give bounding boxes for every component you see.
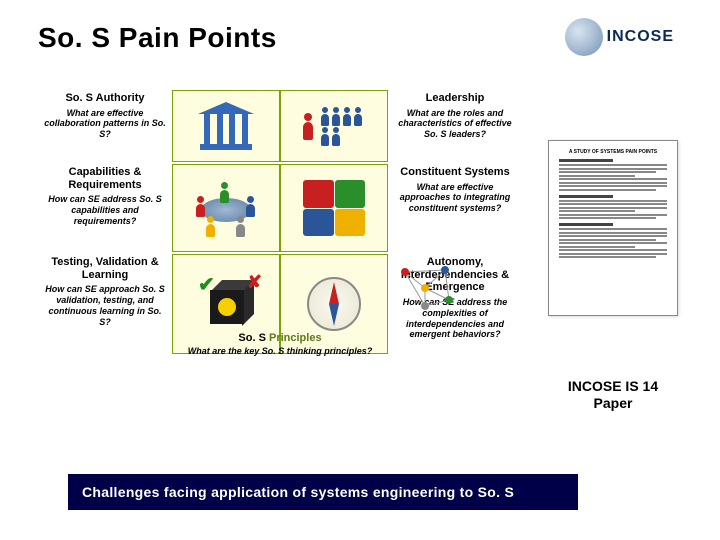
logo-text: INCOSE: [607, 28, 674, 46]
leadership-title: Leadership: [394, 92, 516, 105]
pain-points-diagram: So. S Authority What are effective colla…: [40, 90, 520, 356]
testing-title: Testing, Validation & Learning: [44, 256, 166, 281]
paper-mini-title: A STUDY OF SYSTEMS PAIN POINTS: [559, 149, 667, 155]
capabilities-icon-cell: [172, 164, 280, 252]
page-title: So. S Pain Points: [38, 22, 277, 54]
constituent-text: Constituent Systems What are effective a…: [388, 164, 520, 252]
incose-logo: INCOSE: [565, 18, 674, 56]
principles-title: So. S Principles: [238, 332, 321, 344]
autonomy-title: Autonomy, Interdependencies & Emergence: [394, 256, 516, 294]
diagram-row-1: So. S Authority What are effective colla…: [40, 90, 520, 162]
paper-thumbnail: A STUDY OF SYSTEMS PAIN POINTS: [548, 140, 678, 316]
diagram-row-bottom: So. S Principles What are the key So. S …: [40, 312, 520, 356]
leadership-icon-cell: [280, 90, 388, 162]
meeting-table-icon: [191, 180, 261, 236]
authority-question: What are effective collaboration pattern…: [44, 108, 166, 140]
diagram-row-2: Capabilities & Requirements How can SE a…: [40, 164, 520, 252]
constituent-title: Constituent Systems: [394, 166, 516, 179]
leader-icon: [294, 100, 374, 152]
puzzle-icon: [303, 180, 365, 236]
paper-label: INCOSE IS 14 Paper: [548, 378, 678, 412]
principles-cell: So. S Principles What are the key So. S …: [172, 312, 388, 356]
leadership-question: What are the roles and characteristics o…: [394, 108, 516, 140]
authority-text: So. S Authority What are effective colla…: [40, 90, 172, 162]
institution-icon: [198, 102, 254, 150]
authority-icon-cell: [172, 90, 280, 162]
capabilities-question: How can SE address So. S capabilities an…: [44, 194, 166, 226]
constituent-question: What are effective approaches to integra…: [394, 182, 516, 214]
authority-title: So. S Authority: [44, 92, 166, 105]
leadership-text: Leadership What are the roles and charac…: [388, 90, 520, 162]
capabilities-text: Capabilities & Requirements How can SE a…: [40, 164, 172, 252]
footer-banner: Challenges facing application of systems…: [68, 474, 578, 510]
principles-question: What are the key So. S thinking principl…: [188, 346, 373, 356]
constituent-icon-cell: [280, 164, 388, 252]
capabilities-title: Capabilities & Requirements: [44, 166, 166, 191]
globe-icon: [565, 18, 603, 56]
